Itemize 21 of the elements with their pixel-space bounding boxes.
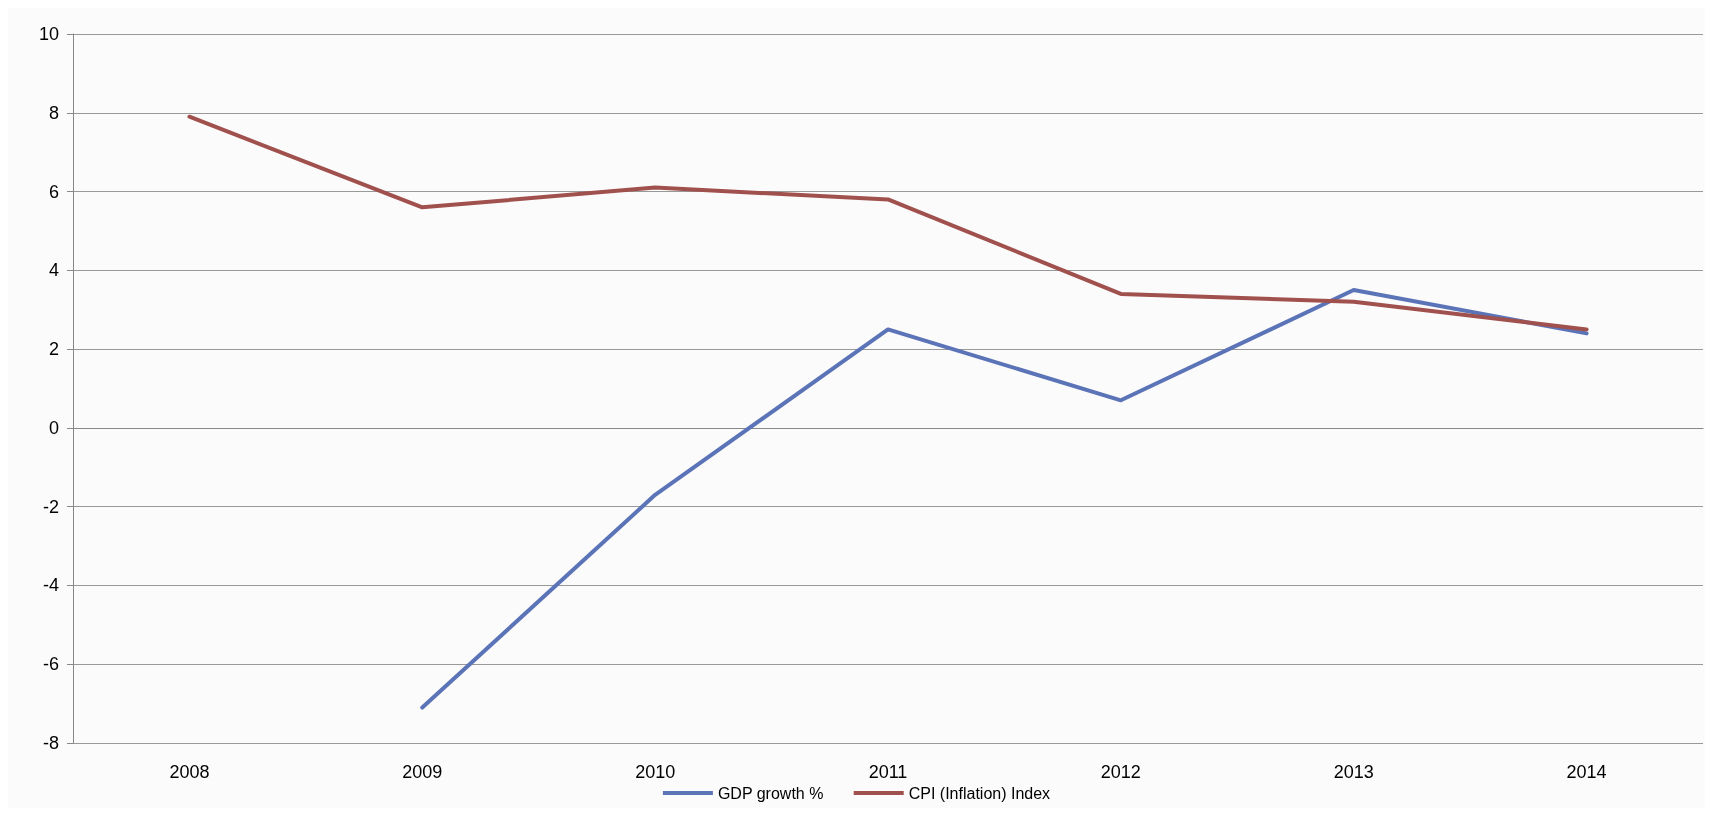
y-tick-label: 0 [48,417,59,438]
legend-label: GDP growth % [717,784,824,802]
y-tick-label: -4 [42,575,59,596]
y-tick-label: 2 [48,339,59,360]
y-tick-label: 4 [48,260,59,281]
line-series [187,114,1589,332]
legend-label: CPI (Inflation) Index [908,784,1051,802]
x-tick-label: 2010 [635,762,676,782]
line-series [420,288,1589,710]
y-tick-label: 10 [38,24,59,44]
y-tick-label: -6 [42,654,59,675]
x-tick-label: 2009 [402,762,443,782]
x-tick-label: 2011 [868,762,908,782]
y-tick-label: -8 [42,733,59,753]
x-tick-label: 2014 [1566,762,1607,782]
x-tick-label: 2012 [1100,762,1141,782]
x-tick-label: 2013 [1333,762,1374,782]
y-tick-label: 8 [48,102,59,123]
y-tick-label: 6 [48,181,59,202]
x-tick-label: 2008 [169,762,210,782]
y-tick-label: -2 [42,496,59,517]
